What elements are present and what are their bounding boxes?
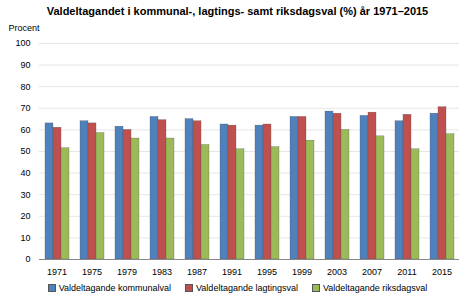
html-text:Valdeltagande riksdagsval: Valdeltagande riksdagsval [323,283,428,293]
svg-text:30: 30 [20,190,30,200]
svg-text:0: 0 [25,254,30,264]
svg-text:1983: 1983 [152,267,172,277]
svg-text:2015: 2015 [432,267,452,277]
svg-text:2003: 2003 [327,267,347,277]
svg-text:1975: 1975 [82,267,102,277]
svg-text:10: 10 [20,233,30,243]
html-text:Valdeltagande kommunalval: Valdeltagande kommunalval [58,283,171,293]
svg-text:100: 100 [15,38,30,48]
svg-text:60: 60 [20,125,30,135]
html-text:Valdeltagandet i kommunal-, la: Valdeltagandet i kommunal-, lagtings- sa… [46,5,429,17]
svg-text:1979: 1979 [117,267,137,277]
svg-text:2011: 2011 [397,267,416,277]
svg-text:1971: 1971 [47,267,67,277]
svg-text:Procent: Procent [9,23,41,33]
svg-text:50: 50 [20,146,30,156]
html-text:Valdeltagande lagtingsval: Valdeltagande lagtingsval [196,283,298,293]
svg-text:1995: 1995 [257,267,277,277]
svg-text:1987: 1987 [187,267,207,277]
svg-text:1999: 1999 [292,267,312,277]
svg-text:40: 40 [20,168,30,178]
svg-text:90: 90 [20,60,30,70]
svg-text:1991: 1991 [222,267,242,277]
svg-text:80: 80 [20,82,30,92]
svg-text:20: 20 [20,211,30,221]
svg-text:2007: 2007 [362,267,382,277]
svg-text:70: 70 [20,103,30,113]
